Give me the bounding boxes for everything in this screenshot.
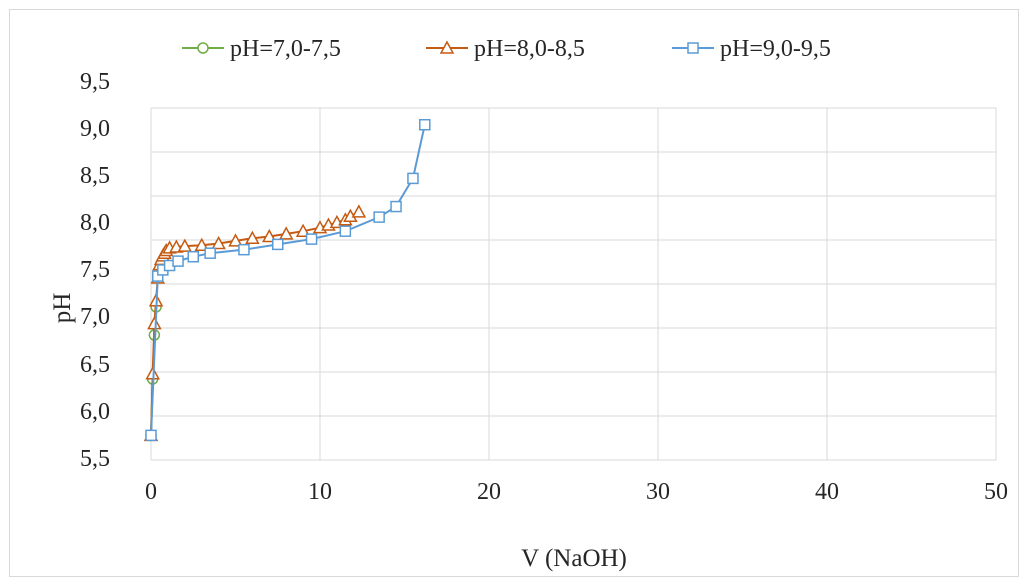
- x-tick-label: 20: [477, 479, 501, 505]
- data-point: [351, 204, 367, 218]
- y-tick-label: 7,0: [80, 304, 110, 330]
- data-point: [238, 243, 250, 256]
- data-point: [187, 250, 199, 263]
- x-tick-label: 30: [646, 479, 670, 505]
- data-point: [305, 233, 318, 245]
- data-point: [339, 225, 352, 237]
- data-point: [407, 172, 419, 185]
- legend-item-series-3: pH=9,0-9,5: [672, 36, 831, 62]
- y-tick-label: 8,0: [80, 210, 110, 236]
- data-point: [390, 200, 402, 213]
- legend-item-series-1: pH=7,0-7,5: [182, 36, 341, 62]
- x-tick-label: 10: [308, 479, 332, 505]
- x-tick-labels: 0 10 20 30 40 50: [145, 479, 1008, 505]
- square-marker-icon: [687, 42, 699, 54]
- series-line: [150, 124, 426, 436]
- series-2: [143, 204, 367, 442]
- triangle-marker-icon: [439, 40, 455, 54]
- y-tick-labels: 5,5 6,0 6,5 7,0 7,5 8,0 8,5 9,0 9,5: [80, 69, 110, 472]
- y-tick-label: 6,5: [80, 352, 110, 378]
- series-3: [145, 118, 431, 442]
- circle-marker-icon: [197, 42, 209, 54]
- data-point: [228, 233, 243, 247]
- x-tick-label: 50: [984, 479, 1008, 505]
- chart-frame: [9, 9, 1019, 577]
- data-point: [204, 247, 216, 259]
- legend-item-series-2: pH=8,0-8,5: [426, 36, 585, 62]
- legend-label: pH=8,0-8,5: [474, 36, 585, 62]
- data-point: [211, 235, 226, 250]
- x-axis-title: V (NaOH): [521, 545, 627, 572]
- data-point: [245, 230, 260, 244]
- series-layer: [143, 118, 431, 442]
- data-point: [373, 211, 385, 223]
- y-tick-label: 7,5: [80, 257, 110, 283]
- y-tick-label: 6,0: [80, 399, 110, 425]
- y-axis-title: pH: [49, 293, 76, 324]
- x-tick-label: 40: [815, 479, 839, 505]
- data-point: [172, 255, 184, 267]
- data-point: [419, 118, 431, 131]
- data-point: [177, 238, 193, 252]
- legend-label: pH=7,0-7,5: [230, 36, 341, 62]
- data-point: [272, 238, 284, 251]
- data-point: [147, 316, 162, 330]
- x-tick-label: 0: [145, 479, 157, 505]
- legend: pH=7,0-7,5 pH=8,0-8,5 pH=9,0-9,5: [182, 36, 831, 62]
- y-tick-label: 9,0: [80, 116, 110, 142]
- y-tick-label: 9,5: [80, 69, 110, 95]
- y-tick-label: 8,5: [80, 163, 110, 189]
- legend-label: pH=9,0-9,5: [720, 36, 831, 62]
- y-tick-label: 5,5: [80, 446, 110, 472]
- data-point: [278, 226, 294, 240]
- gridlines: [150, 107, 997, 461]
- data-point: [145, 429, 157, 442]
